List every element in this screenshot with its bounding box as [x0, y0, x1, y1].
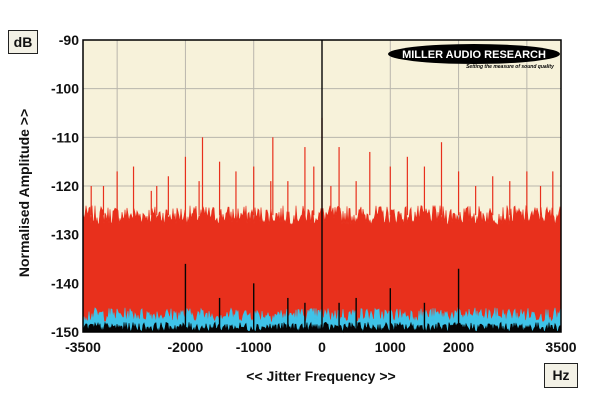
y-tick-label: -100 [51, 81, 79, 97]
x-tick-label: -2000 [168, 339, 204, 355]
x-tick-label: 0 [318, 339, 326, 355]
logo-ellipse [388, 44, 560, 64]
x-axis-ticks: -3500 -2000 -1000 0 1000 2000 3500 [65, 339, 577, 355]
y-tick-label: -150 [51, 324, 79, 340]
x-tick-label: 1000 [375, 339, 406, 355]
y-axis-ticks: -90 -100 -110 -120 -130 -140 -150 [51, 32, 79, 340]
x-tick-label: -3500 [65, 339, 101, 355]
y-unit-label: dB [8, 30, 38, 54]
logo: MILLER AUDIO RESEARCH Setting the measur… [388, 44, 560, 70]
y-tick-label: -130 [51, 227, 79, 243]
y-tick-label: -140 [51, 275, 79, 291]
y-axis-label: Normalised Amplitude >> [16, 109, 32, 277]
x-tick-label: 2000 [443, 339, 474, 355]
series-3 [82, 40, 562, 334]
y-tick-label: -90 [59, 32, 79, 48]
series-layer [82, 40, 562, 334]
x-tick-label: -1000 [236, 339, 272, 355]
y-tick-label: -120 [51, 178, 79, 194]
x-unit-label: Hz [544, 363, 578, 388]
y-tick-label: -110 [52, 129, 79, 145]
logo-tagline: Setting the measure of sound quality [466, 64, 554, 70]
x-tick-label: 3500 [545, 339, 576, 355]
x-axis-label: << Jitter Frequency >> [246, 368, 395, 384]
logo-text: MILLER AUDIO RESEARCH [402, 49, 546, 61]
plot-border [82, 39, 562, 333]
